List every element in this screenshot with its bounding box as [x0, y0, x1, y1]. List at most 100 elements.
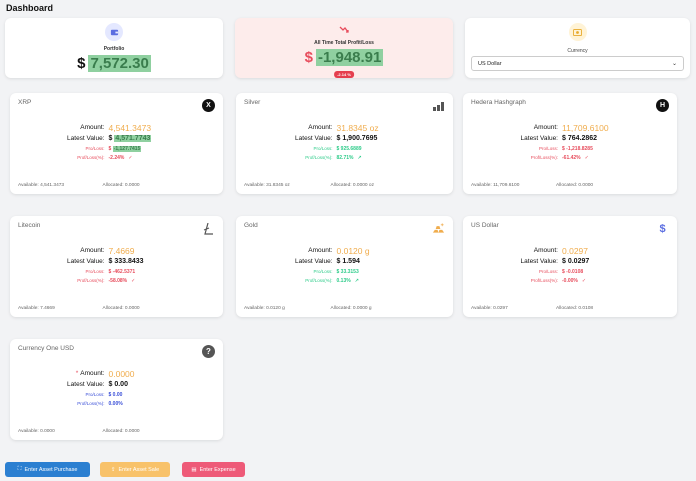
pl-label: Pro/Loss:	[538, 146, 558, 151]
trend-up-icon: ↗	[354, 278, 359, 284]
wallet-icon	[105, 23, 123, 41]
gold-bars-icon	[432, 222, 445, 235]
allocated: Allocated: 0.0000	[102, 183, 140, 188]
pl-label: Pro/Loss:	[313, 146, 333, 151]
available: Available: 11,709.6100	[471, 183, 520, 188]
button-label: Enter Asset Purchase	[24, 466, 78, 473]
pl-value: $ 0.00	[108, 392, 123, 398]
pct-value: 0.00%	[108, 401, 123, 407]
currency-icon	[568, 23, 587, 41]
pct-value: 0.13% ↗	[336, 278, 359, 284]
enter-asset-sale-button[interactable]: ⇪ Enter Asset Sale	[100, 462, 170, 477]
amount-value: 0.0297	[562, 246, 588, 256]
x-circle-icon: X	[202, 99, 215, 112]
amount-label: Amount:	[533, 247, 558, 254]
pl-value: $ -0.0108	[562, 269, 584, 275]
asset-name: Silver	[244, 99, 261, 106]
bar-chart-icon	[432, 99, 445, 112]
available: Available: 0.0297	[471, 306, 508, 311]
pl-label: Pro/Loss:	[538, 269, 558, 274]
amount-label: Amount:	[80, 124, 105, 131]
allocated: Allocated: 0.0108	[556, 306, 594, 311]
trend-up-icon: ↗	[357, 155, 362, 161]
asset-card-currency-one-usd: Currency One USD ? * Amount: 0.0000 Latest…	[10, 339, 223, 440]
amount-value: 11,709.6100	[562, 123, 609, 133]
asset-name: Currency One USD	[18, 345, 74, 352]
h-circle-icon: H	[656, 99, 669, 112]
latest-label: Latest Value:	[295, 258, 333, 265]
pl-label: Pro/Loss:	[85, 269, 105, 274]
amount-value: 4,541.3473	[108, 123, 152, 133]
portfolio-value: $7,572.30	[77, 55, 151, 72]
latest-value: $ 764.2862	[562, 135, 598, 142]
latest-label: Latest Value:	[67, 381, 105, 388]
asset-card-litecoin: Litecoin Amount: 7.4669 Latest Value: $ 33…	[10, 216, 223, 317]
chevron-down-icon: ⌄	[671, 61, 677, 67]
available: Available: 7.4669	[18, 306, 55, 311]
asset-name: Hedera Hashgraph	[471, 99, 526, 106]
allocated: Allocated: 0.0000 g	[330, 306, 372, 311]
trend-down-icon: ✓	[581, 278, 587, 284]
allocated: Allocated: 0.0000 oz	[330, 183, 375, 188]
profit-loss-pct-badge: -2.14 %	[334, 71, 354, 78]
pl-value: $ -462.5371	[108, 269, 136, 275]
profit-loss-card: All Time Total Profit/Loss $ -1,948.91 -2…	[235, 18, 453, 78]
pct-value: -0.00% ✓	[562, 278, 587, 284]
pl-value: $ -1,127.7415	[108, 146, 142, 152]
pl-label: Pro/Loss:	[313, 269, 333, 274]
portfolio-card: Portfolio $7,572.30	[5, 18, 223, 78]
button-label: Enter Expense	[199, 466, 236, 473]
asset-name: Gold	[244, 222, 258, 229]
allocated: Allocated: 0.0000	[102, 429, 140, 434]
asset-name: US Dollar	[471, 222, 499, 229]
allocated: Allocated: 0.0000	[102, 306, 140, 311]
amount-label: Amount:	[80, 247, 105, 254]
enter-expense-button[interactable]: ▤ Enter Expense	[182, 462, 245, 477]
asset-card-xrp: XRP X Amount: 4,541.3473 Latest Value: $ 4…	[10, 93, 223, 194]
pct-value: -2.24% ✓	[108, 155, 133, 161]
latest-value: $ 4,571.7743	[108, 135, 152, 142]
asset-card-silver: Silver Amount: 31.8345 oz Latest Value: $ …	[236, 93, 453, 194]
amount-value: 31.8345 oz	[336, 123, 379, 133]
available: Available: 4,541.3473	[18, 183, 65, 188]
latest-label: Latest Value:	[295, 135, 333, 142]
pct-label: Prof/Loss(%):	[305, 278, 333, 283]
asset-name: XRP	[18, 99, 32, 106]
amount-value: 7.4669	[108, 246, 135, 256]
profit-loss-label: All Time Total Profit/Loss	[314, 40, 374, 46]
amount-value: 0.0000	[108, 369, 135, 379]
available: Available: 31.8345 oz	[244, 183, 290, 188]
latest-label: Latest Value:	[520, 135, 558, 142]
trend-down-icon: ✓	[128, 155, 133, 161]
litecoin-icon	[202, 222, 215, 235]
pct-label: Prof/Loss(%):	[530, 278, 558, 283]
button-label: Enter Asset Sale	[118, 466, 160, 473]
pct-label: Prof/Loss(%):	[77, 278, 105, 283]
allocated: Allocated: 0.0000	[556, 183, 594, 188]
currency-selected-value: US Dollar	[478, 60, 502, 67]
page-title: Dashboard	[6, 3, 54, 13]
currency-label: Currency	[567, 48, 588, 54]
asset-card-hedera: Hedera Hashgraph H Amount: 11,709.6100 La…	[463, 93, 677, 194]
portfolio-label: Portfolio	[103, 46, 125, 52]
asset-name: Litecoin	[18, 222, 41, 229]
currency-select[interactable]: US Dollar ⌄	[471, 56, 684, 71]
expense-icon: ▤	[191, 466, 197, 473]
latest-value: $ 0.00	[108, 381, 128, 388]
amount-label: Amount:	[533, 124, 558, 131]
pct-label: Prof/Loss(%):	[77, 155, 105, 160]
pl-value: $ 33.3153	[336, 269, 359, 275]
amount-value: 0.0120 g	[336, 246, 370, 256]
asset-card-gold: Gold Amount: 0.0120 g Latest Value: $ 1.59…	[236, 216, 453, 317]
pct-value: -58.08% ✓	[108, 278, 136, 284]
currency-card: Currency US Dollar ⌄	[465, 18, 690, 78]
pl-label: Pro/Loss:	[85, 146, 105, 151]
dollar-icon: $	[659, 222, 666, 235]
amount-label: Amount:	[308, 124, 333, 131]
available: Available: 0.0120 g	[244, 306, 285, 311]
sale-icon: ⇪	[110, 466, 116, 473]
latest-label: Latest Value:	[520, 258, 558, 265]
latest-value: $ 1,900.7695	[336, 135, 378, 142]
profit-loss-value: $ -1,948.91	[304, 49, 384, 66]
enter-asset-purchase-button[interactable]: ⛶ Enter Asset Purchase	[5, 462, 90, 477]
